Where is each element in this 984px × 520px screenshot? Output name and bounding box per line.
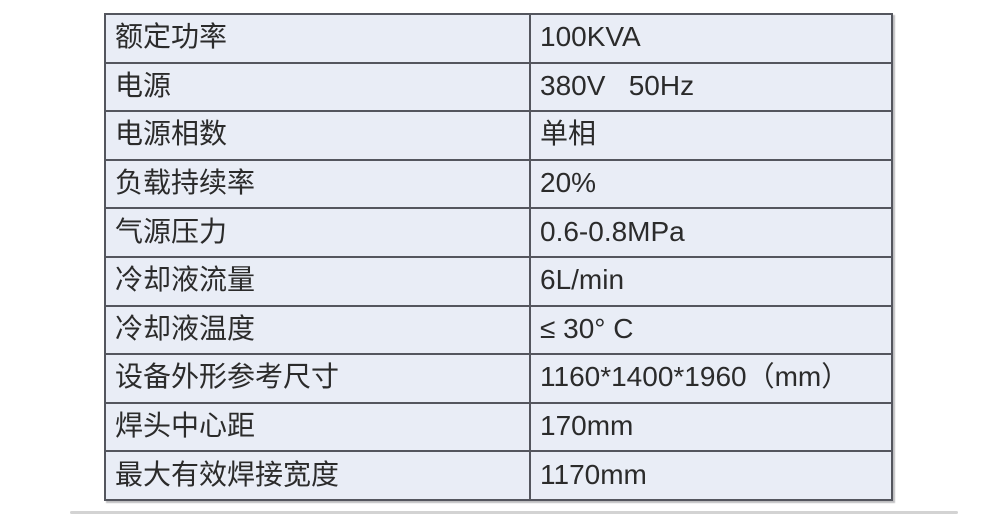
spec-label-cell: 电源 [104,61,531,113]
spec-table: 额定功率 100KVA 电源 380V 50Hz 电源相数 单相 负载持续率 2… [104,13,893,501]
spec-label-cell: 负载持续率 [104,158,531,210]
spec-value-cell: 20% [529,158,893,210]
spec-label-cell: 电源相数 [104,110,531,161]
table-row: 电源 380V 50Hz [104,61,893,113]
spec-value-cell: 单相 [529,110,893,161]
spec-label-cell: 冷却液温度 [104,304,531,356]
table-row: 最大有效焊接宽度 1170mm [104,450,893,501]
table-row: 设备外形参考尺寸 1160*1400*1960（mm） [104,353,893,404]
spec-label-cell: 气源压力 [104,207,531,258]
spec-value-cell: 1160*1400*1960（mm） [529,353,893,404]
spec-label-cell: 设备外形参考尺寸 [104,353,531,404]
table-row: 电源相数 单相 [104,110,893,161]
card-edge-divider [70,511,958,514]
table-row: 额定功率 100KVA [104,13,893,64]
spec-value-cell: 6L/min [529,255,893,307]
table-row: 焊头中心距 170mm [104,401,893,453]
table-row: 气源压力 0.6-0.8MPa [104,207,893,258]
spec-value-cell: 0.6-0.8MPa [529,207,893,258]
spec-table-body: 额定功率 100KVA 电源 380V 50Hz 电源相数 单相 负载持续率 2… [104,13,893,501]
table-row: 冷却液温度 ≤ 30° C [104,304,893,356]
spec-value-cell: 1170mm [529,450,893,501]
spec-value-cell: ≤ 30° C [529,304,893,356]
spec-label-cell: 最大有效焊接宽度 [104,450,531,501]
table-row: 负载持续率 20% [104,158,893,210]
spec-label-cell: 焊头中心距 [104,401,531,453]
spec-label-cell: 冷却液流量 [104,255,531,307]
spec-value-cell: 100KVA [529,13,893,64]
spec-label-cell: 额定功率 [104,13,531,64]
spec-value-cell: 380V 50Hz [529,61,893,113]
spec-value-cell: 170mm [529,401,893,453]
table-row: 冷却液流量 6L/min [104,255,893,307]
